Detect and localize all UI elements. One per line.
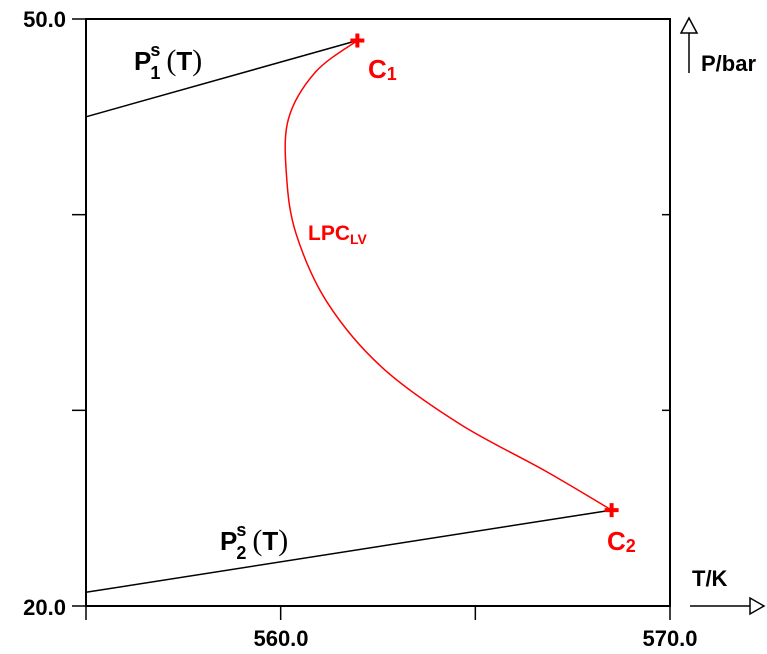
x-tick-label-570: 570.0: [642, 626, 697, 651]
vapor-pressure-line-2: [85, 509, 612, 594]
x-axis-arrow-icon: [690, 596, 766, 616]
label-p1-sup: s: [150, 40, 160, 60]
label-c2-main: C: [607, 526, 626, 556]
y-axis-label: P/bar: [701, 51, 756, 76]
label-p1-arg: T: [176, 46, 192, 76]
critical-line: [284, 39, 612, 511]
label-p1-sub: 1: [150, 63, 160, 83]
y-tick-label-max: 50.0: [23, 7, 66, 32]
label-p2-sub: 2: [236, 543, 246, 563]
label-c1-sub: 1: [387, 64, 397, 84]
y-tick-label-min: 20.0: [23, 595, 66, 620]
label-p2: Ps 2 (T): [220, 520, 288, 563]
label-lpc-sub: LV: [350, 231, 368, 247]
label-p1: Ps 1 (T): [134, 40, 202, 83]
label-p2-arg: T: [262, 526, 278, 556]
y-axis-arrow-icon: [679, 16, 699, 73]
label-p2-sup: s: [236, 520, 246, 540]
label-p2-close: ): [278, 524, 288, 557]
ticks: [72, 18, 671, 620]
vapor-pressure-line-1: [85, 39, 358, 118]
label-lpc-main: LPC: [308, 222, 350, 245]
label-lpc: LPCLV: [308, 222, 368, 247]
label-c2-sub: 2: [626, 536, 636, 556]
label-c1: C1: [368, 54, 397, 84]
x-axis-label: T/K: [692, 566, 728, 591]
critical-point-c1-marker: [350, 33, 365, 48]
label-c2: C2: [607, 526, 636, 556]
label-c1-main: C: [368, 54, 387, 84]
label-p1-open: (: [166, 44, 176, 77]
label-p2-main: P: [220, 526, 237, 556]
x-tick-label-560: 560.0: [253, 626, 308, 651]
label-p2-open: (: [252, 524, 262, 557]
critical-point-c2-marker: [604, 503, 619, 518]
label-p1-close: ): [192, 44, 202, 77]
plot-frame: [85, 18, 671, 607]
label-p1-main: P: [134, 46, 151, 76]
